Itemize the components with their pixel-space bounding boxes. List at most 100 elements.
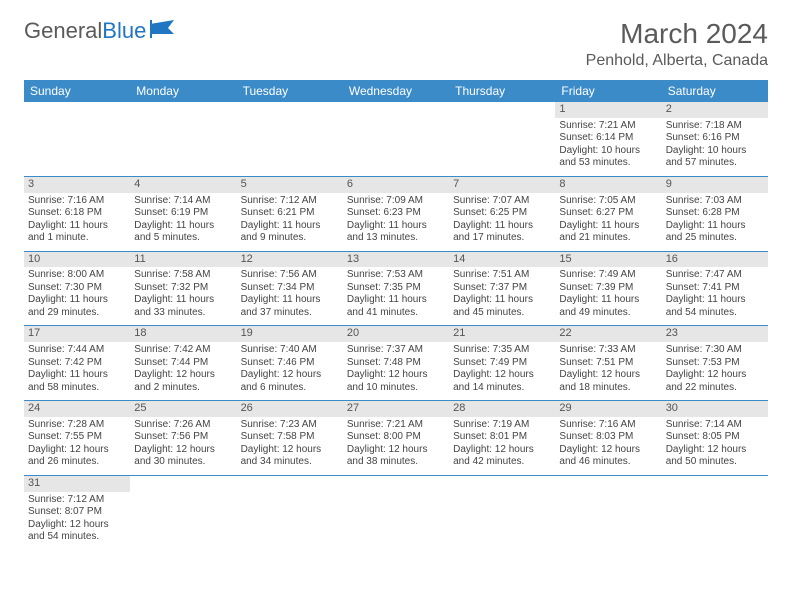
day-info-line: and 38 minutes. [347,456,445,469]
day-info-line: Sunrise: 7:40 AM [241,344,339,357]
day-info-line: Daylight: 11 hours [134,220,232,233]
day-info-line: Sunset: 6:21 PM [241,207,339,220]
day-info-line: Sunrise: 7:07 AM [453,195,551,208]
day-info-line: Sunset: 6:16 PM [666,132,764,145]
day-number: 1 [555,102,661,118]
day-info-line: Sunrise: 7:03 AM [666,195,764,208]
calendar-cell: 21Sunrise: 7:35 AMSunset: 7:49 PMDayligh… [449,326,555,401]
day-info-line: and 49 minutes. [559,307,657,320]
day-info-line: Daylight: 10 hours [559,145,657,158]
calendar-table: SundayMondayTuesdayWednesdayThursdayFrid… [24,80,768,550]
logo-text-blue: Blue [102,18,146,44]
header: GeneralBlue March 2024 Penhold, Alberta,… [24,18,768,70]
calendar-cell: 6Sunrise: 7:09 AMSunset: 6:23 PMDaylight… [343,176,449,251]
calendar-cell-empty [237,475,343,549]
calendar-cell: 8Sunrise: 7:05 AMSunset: 6:27 PMDaylight… [555,176,661,251]
day-info-line: Sunset: 8:03 PM [559,431,657,444]
calendar-cell: 25Sunrise: 7:26 AMSunset: 7:56 PMDayligh… [130,401,236,476]
calendar-cell-empty [130,102,236,176]
day-info-line: and 29 minutes. [28,307,126,320]
day-info-line: Sunrise: 7:51 AM [453,269,551,282]
calendar-cell: 26Sunrise: 7:23 AMSunset: 7:58 PMDayligh… [237,401,343,476]
day-info-line: Sunrise: 7:14 AM [666,419,764,432]
calendar-cell: 15Sunrise: 7:49 AMSunset: 7:39 PMDayligh… [555,251,661,326]
day-number: 26 [237,401,343,417]
day-info-line: Sunrise: 7:05 AM [559,195,657,208]
day-info-line: and 5 minutes. [134,232,232,245]
calendar-cell: 27Sunrise: 7:21 AMSunset: 8:00 PMDayligh… [343,401,449,476]
day-number: 22 [555,326,661,342]
day-info-line: Daylight: 11 hours [666,220,764,233]
day-info-line: and 1 minute. [28,232,126,245]
calendar-cell-empty [24,102,130,176]
weekday-header: Saturday [662,80,768,102]
day-info-line: Daylight: 12 hours [347,444,445,457]
calendar-cell: 7Sunrise: 7:07 AMSunset: 6:25 PMDaylight… [449,176,555,251]
day-info-line: Sunrise: 7:16 AM [28,195,126,208]
day-info-line: Sunrise: 7:21 AM [347,419,445,432]
day-number: 7 [449,177,555,193]
day-info-line: Sunset: 7:56 PM [134,431,232,444]
day-info-line: Sunrise: 7:49 AM [559,269,657,282]
month-title: March 2024 [586,18,768,50]
day-info-line: Daylight: 11 hours [559,294,657,307]
day-info-line: Daylight: 11 hours [453,294,551,307]
day-number: 20 [343,326,449,342]
day-info-line: Sunset: 7:39 PM [559,282,657,295]
day-info-line: Sunrise: 7:14 AM [134,195,232,208]
day-info-line: Sunrise: 7:53 AM [347,269,445,282]
calendar-cell: 18Sunrise: 7:42 AMSunset: 7:44 PMDayligh… [130,326,236,401]
day-info-line: and 10 minutes. [347,382,445,395]
day-number: 25 [130,401,236,417]
logo-text-gray: General [24,18,102,44]
day-number: 3 [24,177,130,193]
day-number: 2 [662,102,768,118]
day-info-line: Sunset: 7:46 PM [241,357,339,370]
calendar-cell: 24Sunrise: 7:28 AMSunset: 7:55 PMDayligh… [24,401,130,476]
day-number: 5 [237,177,343,193]
calendar-cell-empty [555,475,661,549]
day-info-line: Daylight: 11 hours [134,294,232,307]
calendar-cell: 4Sunrise: 7:14 AMSunset: 6:19 PMDaylight… [130,176,236,251]
calendar-cell-empty [343,102,449,176]
day-info-line: and 9 minutes. [241,232,339,245]
weekday-header: Tuesday [237,80,343,102]
day-info-line: Daylight: 12 hours [666,369,764,382]
calendar-cell: 23Sunrise: 7:30 AMSunset: 7:53 PMDayligh… [662,326,768,401]
day-number: 9 [662,177,768,193]
title-block: March 2024 Penhold, Alberta, Canada [586,18,768,70]
day-number: 28 [449,401,555,417]
day-number: 19 [237,326,343,342]
day-info-line: and 18 minutes. [559,382,657,395]
calendar-cell-empty [449,102,555,176]
calendar-cell: 13Sunrise: 7:53 AMSunset: 7:35 PMDayligh… [343,251,449,326]
day-info-line: Sunset: 8:07 PM [28,506,126,519]
day-info-line: Sunrise: 7:35 AM [453,344,551,357]
day-info-line: Sunset: 6:28 PM [666,207,764,220]
day-number: 10 [24,252,130,268]
calendar-cell-empty [662,475,768,549]
day-info-line: Sunset: 8:05 PM [666,431,764,444]
day-info-line: and 21 minutes. [559,232,657,245]
day-info-line: and 6 minutes. [241,382,339,395]
day-info-line: Sunset: 7:58 PM [241,431,339,444]
logo: GeneralBlue [24,18,176,44]
weekday-header: Monday [130,80,236,102]
day-info-line: Daylight: 12 hours [666,444,764,457]
day-info-line: Sunset: 7:32 PM [134,282,232,295]
day-info-line: Sunrise: 7:33 AM [559,344,657,357]
day-info-line: Sunset: 7:44 PM [134,357,232,370]
calendar-row: 31Sunrise: 7:12 AMSunset: 8:07 PMDayligh… [24,475,768,549]
day-info-line: Sunrise: 7:44 AM [28,344,126,357]
day-info-line: Sunrise: 7:42 AM [134,344,232,357]
day-info-line: and 26 minutes. [28,456,126,469]
weekday-header-row: SundayMondayTuesdayWednesdayThursdayFrid… [24,80,768,102]
calendar-cell: 14Sunrise: 7:51 AMSunset: 7:37 PMDayligh… [449,251,555,326]
day-info-line: Daylight: 12 hours [134,369,232,382]
calendar-cell-empty [449,475,555,549]
day-info-line: Daylight: 11 hours [559,220,657,233]
day-info-line: Sunset: 7:51 PM [559,357,657,370]
day-info-line: Sunset: 7:34 PM [241,282,339,295]
day-info-line: and 2 minutes. [134,382,232,395]
day-info-line: Sunset: 6:27 PM [559,207,657,220]
